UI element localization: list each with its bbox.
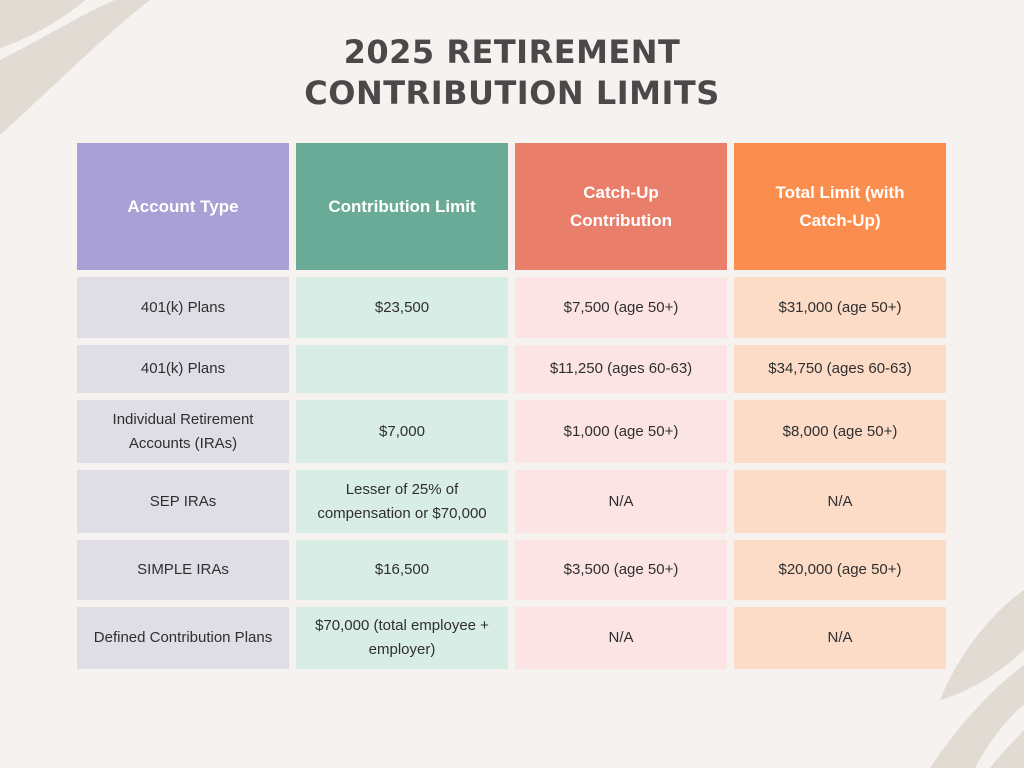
cell-catch-up-contribution: $11,250 (ages 60-63)	[515, 345, 727, 393]
cell-total-limit: $8,000 (age 50+)	[734, 400, 946, 463]
cell-catch-up-contribution: N/A	[515, 470, 727, 533]
cell-total-limit: $34,750 (ages 60-63)	[734, 345, 946, 393]
cell-total-limit: $31,000 (age 50+)	[734, 277, 946, 338]
cell-account-type: SIMPLE IRAs	[77, 540, 289, 600]
header-contribution-limit: Contribution Limit	[296, 143, 508, 270]
leaf-shape-bottom-right-2	[930, 665, 1024, 768]
cell-contribution-limit: $16,500	[296, 540, 508, 600]
leaf-shape-top-left	[0, 0, 150, 135]
cell-total-limit: N/A	[734, 607, 946, 669]
cell-catch-up-contribution: $3,500 (age 50+)	[515, 540, 727, 600]
cell-account-type: Individual Retirement Accounts (IRAs)	[77, 400, 289, 463]
cell-contribution-limit	[296, 345, 508, 393]
leaf-shape-top-left-inner	[0, 0, 85, 48]
cell-contribution-limit: $7,000	[296, 400, 508, 463]
cell-account-type: SEP IRAs	[77, 470, 289, 533]
cell-catch-up-contribution: $7,500 (age 50+)	[515, 277, 727, 338]
cell-account-type: Defined Contribution Plans	[77, 607, 289, 669]
cell-total-limit: N/A	[734, 470, 946, 533]
cell-contribution-limit: $70,000 (total employee + employer)	[296, 607, 508, 669]
title-line-1: 2025 RETIREMENT	[343, 33, 681, 71]
cell-account-type: 401(k) Plans	[77, 277, 289, 338]
cell-catch-up-contribution: N/A	[515, 607, 727, 669]
leaf-shape-bottom-right	[940, 590, 1024, 700]
cell-contribution-limit: Lesser of 25% of compensation or $70,000	[296, 470, 508, 533]
cell-contribution-limit: $23,500	[296, 277, 508, 338]
header-total-limit: Total Limit (with Catch-Up)	[734, 143, 946, 270]
page-title: 2025 RETIREMENT CONTRIBUTION LIMITS	[0, 32, 1024, 114]
leaf-shape-bottom-right-3	[990, 730, 1024, 768]
cell-total-limit: $20,000 (age 50+)	[734, 540, 946, 600]
header-account-type: Account Type	[77, 143, 289, 270]
cell-catch-up-contribution: $1,000 (age 50+)	[515, 400, 727, 463]
contribution-limits-table: Account Type Contribution Limit Catch-Up…	[77, 143, 947, 669]
cell-account-type: 401(k) Plans	[77, 345, 289, 393]
title-line-2: CONTRIBUTION LIMITS	[304, 74, 720, 112]
header-catch-up-contribution: Catch-Up Contribution	[515, 143, 727, 270]
